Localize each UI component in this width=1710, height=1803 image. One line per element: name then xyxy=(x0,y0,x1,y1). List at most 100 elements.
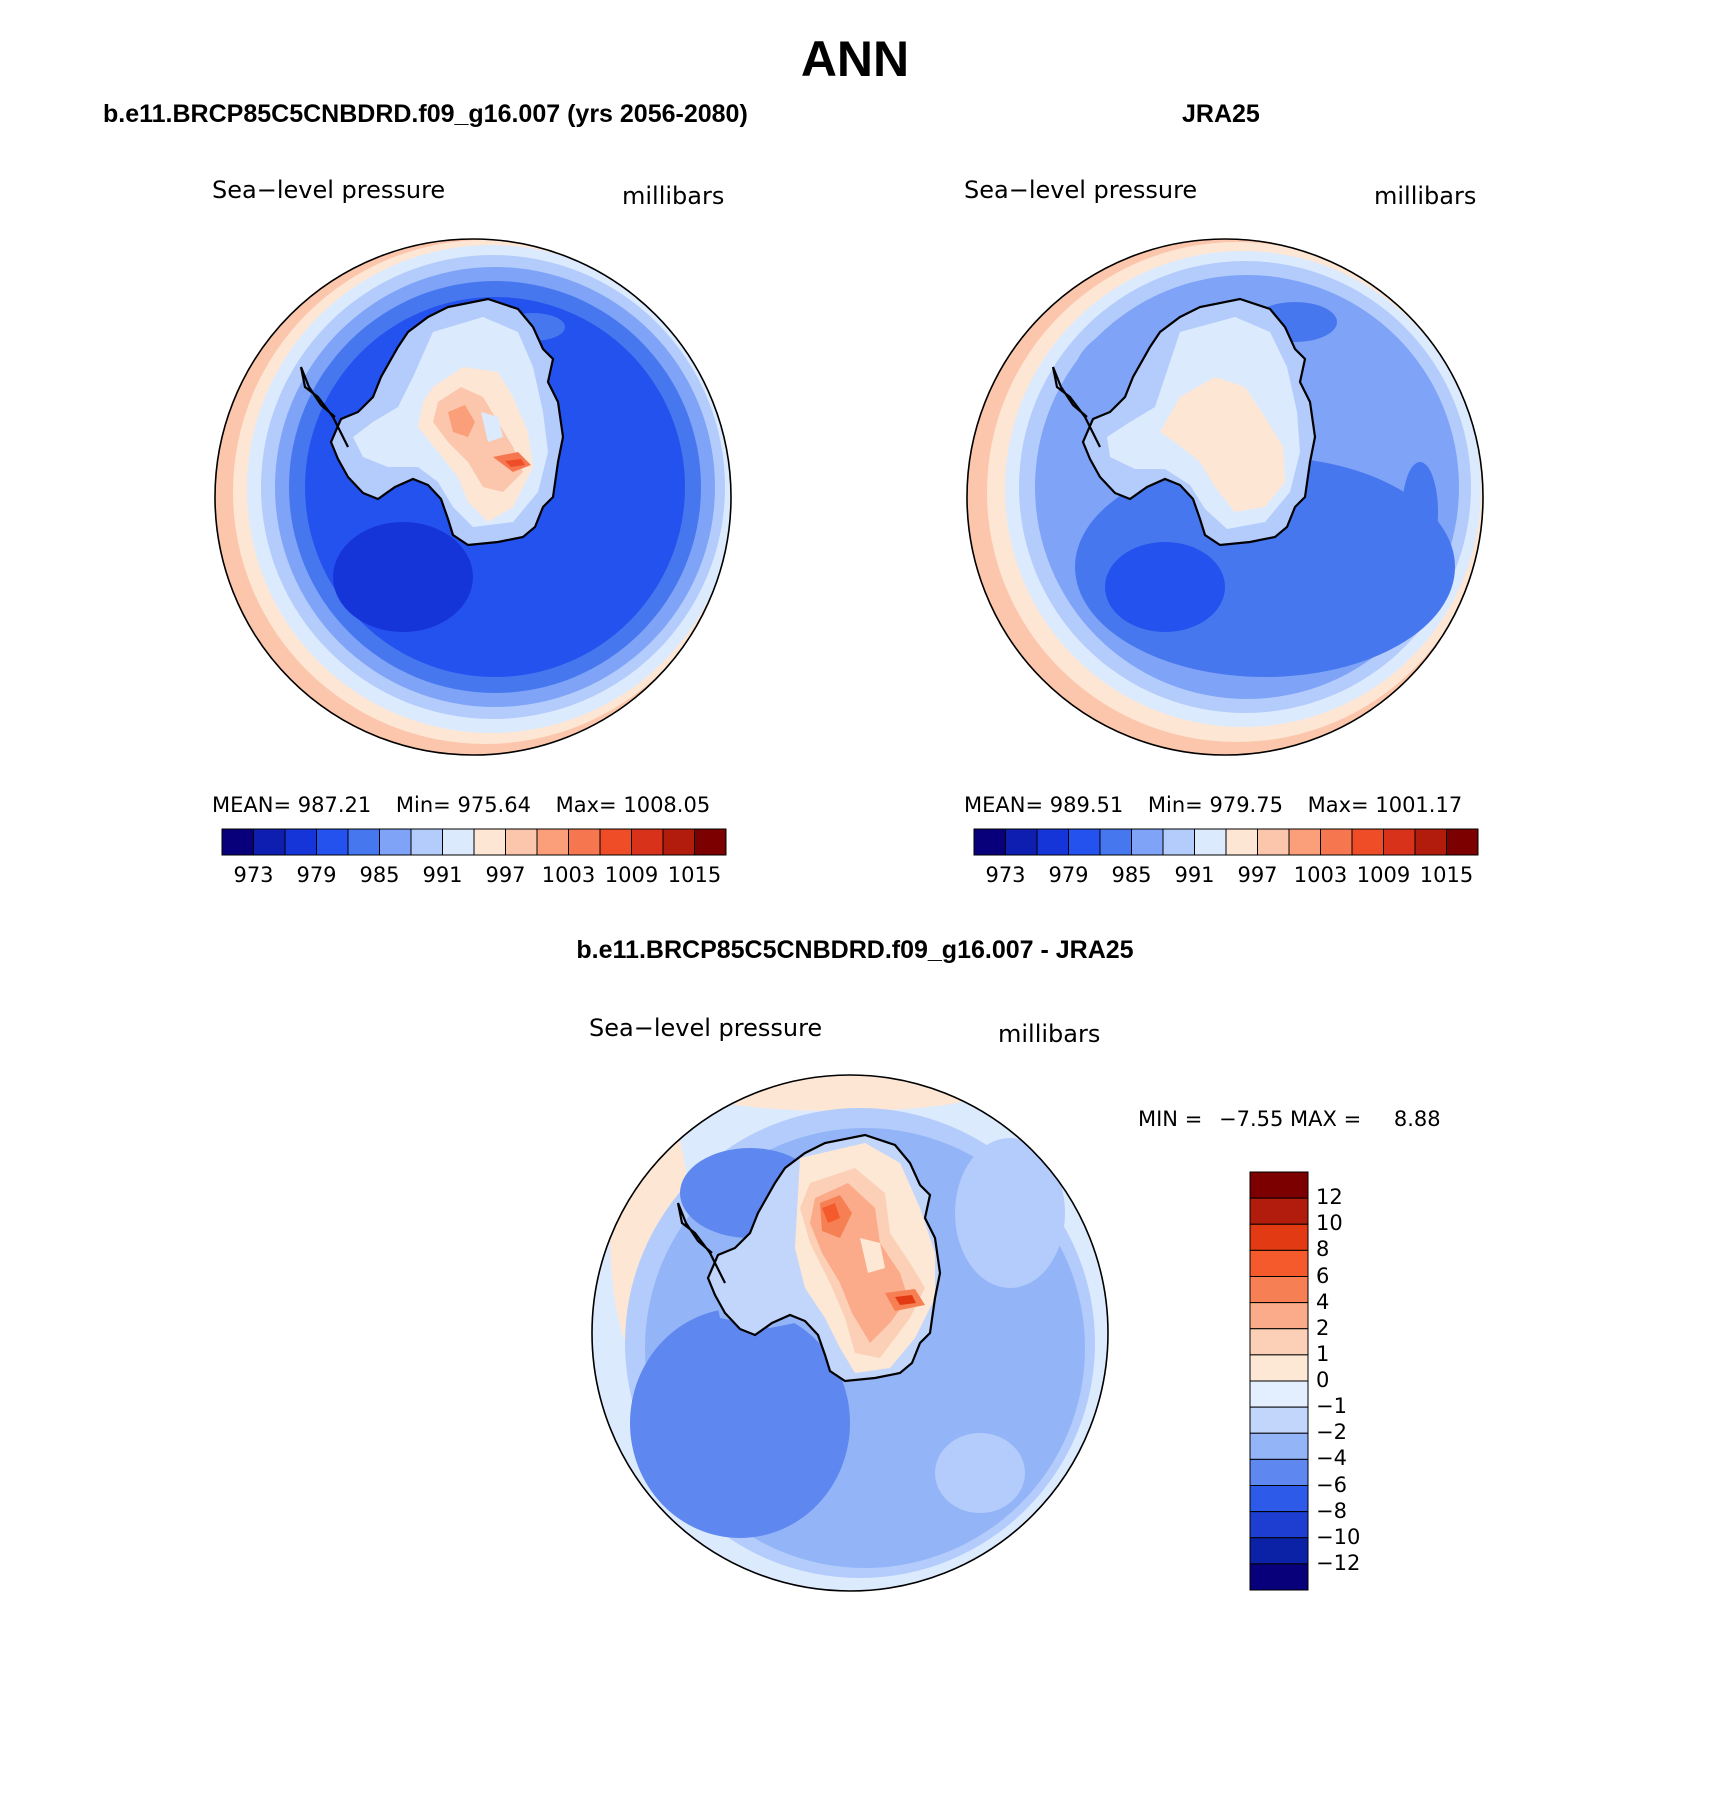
colorbar-swatch xyxy=(442,828,475,856)
min-label: MIN = xyxy=(1138,1107,1203,1131)
colorbar-swatch xyxy=(599,828,632,856)
colorbar-tick-label: 4 xyxy=(1316,1289,1330,1314)
min-label: Min= xyxy=(1147,793,1203,817)
max-value: 1001.17 xyxy=(1375,793,1463,817)
colorbar-swatch xyxy=(505,828,538,856)
antarctica-coastline xyxy=(299,297,565,547)
colorbar-swatch xyxy=(1249,1380,1309,1408)
colorbar-swatch xyxy=(1068,828,1101,856)
max-value: 8.88 xyxy=(1393,1107,1441,1131)
colorbar-tick-label: −2 xyxy=(1316,1420,1347,1445)
colorbar-swatch xyxy=(1249,1406,1309,1434)
mean-label: MEAN= xyxy=(964,793,1044,817)
colorbar-swatch xyxy=(1320,828,1353,856)
colorbar-swatch xyxy=(1249,1223,1309,1251)
colorbar-swatch xyxy=(1249,1171,1309,1199)
colorbar-tick-label: 991 xyxy=(1174,863,1215,887)
min-value: 979.75 xyxy=(1209,793,1283,817)
colorbar-swatch xyxy=(410,828,443,856)
max-label: Max= xyxy=(555,793,617,817)
map-band xyxy=(448,405,475,437)
colorbar-tick-label: 1003 xyxy=(1293,863,1348,887)
colorbar-tick-label: 1015 xyxy=(1419,863,1474,887)
colorbar-swatch xyxy=(662,828,695,856)
panel-3-title: b.e11.BRCP85C5CNBDRD.f09_g16.007 - JRA25 xyxy=(576,936,1134,964)
panel-1-title: b.e11.BRCP85C5CNBDRD.f09_g16.007 (yrs 20… xyxy=(103,100,748,128)
colorbar-swatch xyxy=(1414,828,1447,856)
map-band xyxy=(1160,377,1285,512)
colorbar-swatch xyxy=(1194,828,1227,856)
colorbar-swatch xyxy=(1005,828,1038,856)
map-band xyxy=(1105,542,1225,632)
map-band xyxy=(822,1203,840,1223)
colorbar-tick-label: −10 xyxy=(1316,1524,1361,1549)
map-band xyxy=(895,1295,916,1305)
colorbar-swatch xyxy=(568,828,601,856)
colorbar-swatch xyxy=(284,828,317,856)
colorbar-swatch xyxy=(1249,1276,1309,1304)
colorbar-swatch xyxy=(631,828,664,856)
map-band xyxy=(630,1308,850,1538)
panel-1-units-label: millibars xyxy=(622,182,725,210)
mean-value: 989.51 xyxy=(1049,793,1124,817)
panel-3-variable-label: Sea−level pressure xyxy=(589,1014,823,1042)
panel-2-colorbar-labels: 973 979 985 991 997 1003 1009 1015 xyxy=(974,863,1478,891)
colorbar-swatch xyxy=(1383,828,1416,856)
colorbar-swatch xyxy=(1249,1354,1309,1382)
min-label: Min= xyxy=(395,793,451,817)
colorbar-swatch xyxy=(1249,1249,1309,1277)
colorbar-swatch xyxy=(1288,828,1321,856)
colorbar-tick-label: −1 xyxy=(1316,1394,1347,1419)
colorbar-tick-label: 2 xyxy=(1316,1315,1330,1340)
panel-3-map xyxy=(591,1074,1109,1592)
colorbar-tick-label: 8 xyxy=(1316,1237,1330,1262)
panel-3-colorbar-labels: 12 10 8 6 4 2 1 0 −1 −2 −4 −6 −8 −10 −12 xyxy=(1316,1172,1396,1590)
colorbar-tick-label: 973 xyxy=(985,863,1026,887)
colorbar-tick-label: 10 xyxy=(1316,1211,1343,1236)
panel-2-map xyxy=(966,238,1484,756)
panel-1-variable-label: Sea−level pressure xyxy=(212,176,446,204)
mean-value: 987.21 xyxy=(297,793,372,817)
colorbar-swatch xyxy=(1099,828,1132,856)
map-band xyxy=(505,459,525,467)
colorbar-tick-label: 985 xyxy=(1111,863,1152,887)
colorbar-tick-label: 1015 xyxy=(667,863,722,887)
colorbar-swatch xyxy=(1225,828,1258,856)
colorbar-swatch xyxy=(473,828,506,856)
antarctica-coastline xyxy=(1051,297,1317,547)
colorbar-tick-label: −4 xyxy=(1316,1446,1347,1471)
panel-1-colorbar xyxy=(221,828,727,856)
low-pressure-cell xyxy=(333,522,473,632)
colorbar-tick-label: 0 xyxy=(1316,1368,1330,1392)
colorbar-tick-label: 979 xyxy=(1048,863,1089,887)
panel-3-colorbar xyxy=(1249,1171,1309,1591)
colorbar-swatch xyxy=(1249,1563,1309,1591)
colorbar-tick-label: 979 xyxy=(296,863,337,887)
panel-2-title: JRA25 xyxy=(1182,100,1260,128)
map-band xyxy=(955,1138,1065,1288)
colorbar-tick-label: 6 xyxy=(1316,1263,1330,1288)
max-label: Max= xyxy=(1307,793,1369,817)
colorbar-swatch xyxy=(347,828,380,856)
panel-2-stats: MEAN= 989.51 Min= 979.75 Max= 1001.17 xyxy=(964,793,1462,817)
map-band xyxy=(935,1433,1025,1513)
panel-2-colorbar xyxy=(973,828,1479,856)
colorbar-tick-label: −6 xyxy=(1316,1472,1347,1497)
colorbar-tick-label: 1003 xyxy=(541,863,596,887)
max-value: 1008.05 xyxy=(623,793,711,817)
min-value: 975.64 xyxy=(457,793,531,817)
panel-1-colorbar-labels: 973 979 985 991 997 1003 1009 1015 xyxy=(222,863,726,891)
colorbar-tick-label: 1009 xyxy=(604,863,659,887)
antarctica-coastline xyxy=(676,1133,942,1383)
colorbar-swatch xyxy=(1249,1485,1309,1513)
colorbar-swatch xyxy=(1249,1458,1309,1486)
max-label: MAX = xyxy=(1290,1107,1362,1131)
colorbar-tick-label: 973 xyxy=(233,863,274,887)
colorbar-swatch xyxy=(536,828,569,856)
map-band xyxy=(481,412,503,442)
colorbar-tick-label: 1009 xyxy=(1356,863,1411,887)
colorbar-swatch xyxy=(973,828,1006,856)
colorbar-swatch xyxy=(1249,1537,1309,1565)
panel-3-units-label: millibars xyxy=(998,1020,1101,1048)
map-band xyxy=(1402,462,1438,562)
